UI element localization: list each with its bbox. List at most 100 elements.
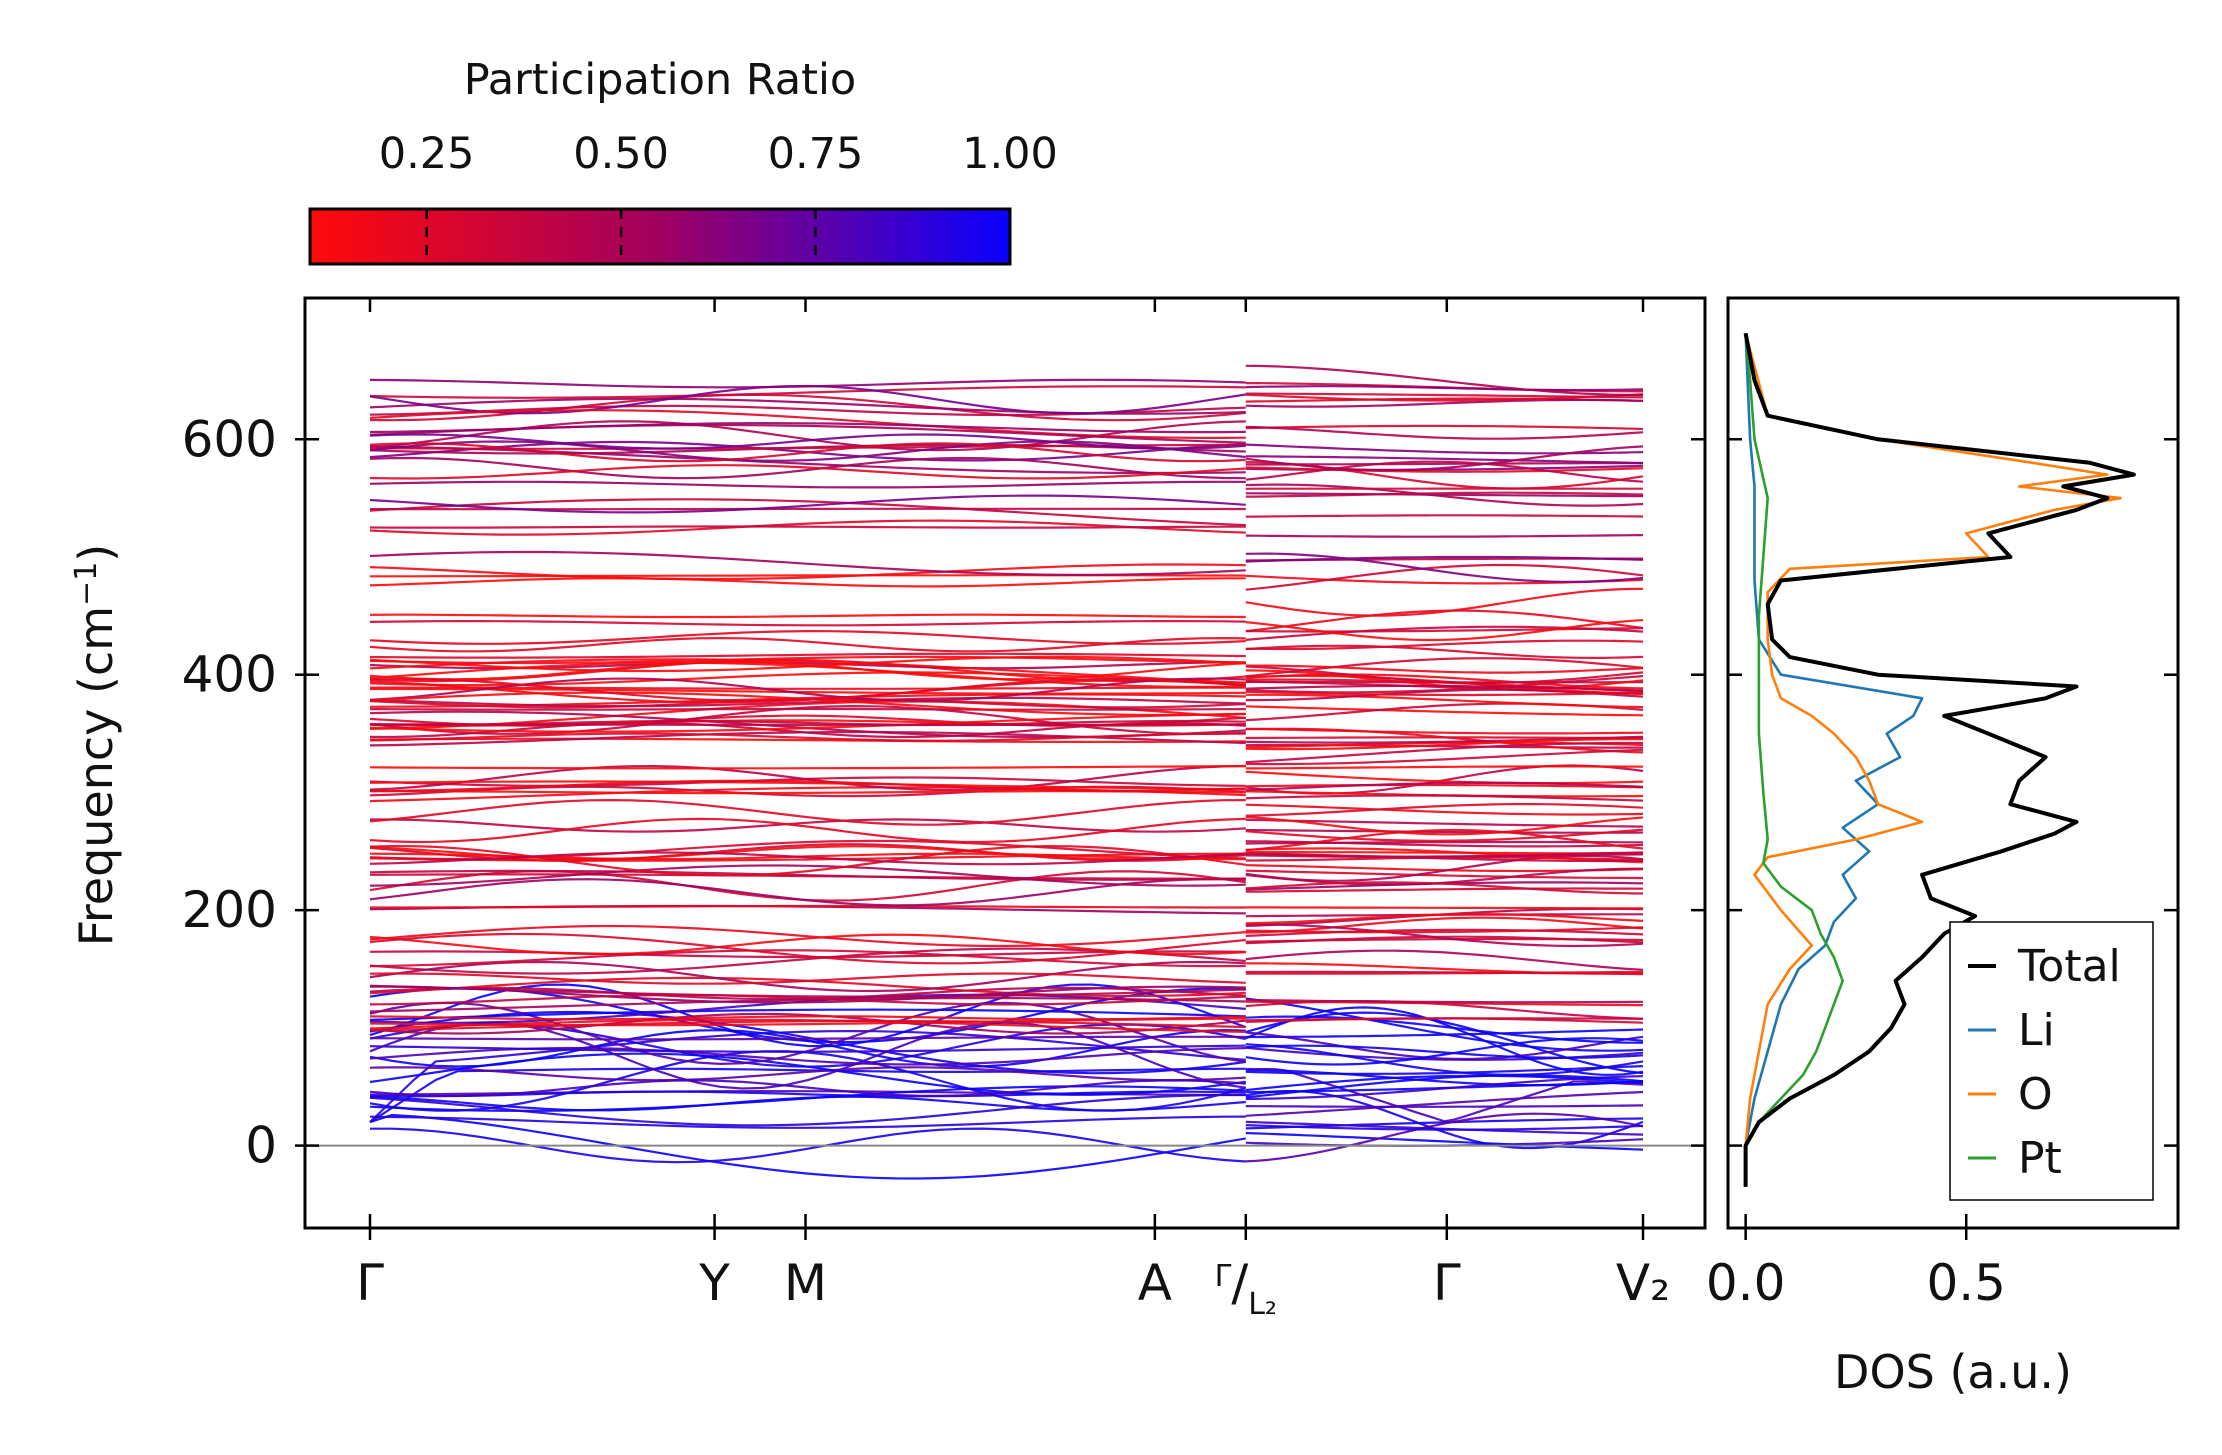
phonon-band-line bbox=[1245, 1000, 1643, 1007]
phonon-band-line bbox=[369, 1008, 1246, 1021]
phonon-band-line bbox=[1245, 385, 1644, 392]
phonon-band-line bbox=[1245, 619, 1644, 642]
colorbar: Participation Ratio 0.25 0.50 0.75 1.00 bbox=[308, 55, 1058, 266]
phonon-band-line bbox=[1245, 926, 1644, 934]
phonon-band-line bbox=[1245, 1017, 1644, 1024]
phonon-band-line bbox=[1245, 1069, 1644, 1087]
phonon-band-line bbox=[1245, 425, 1644, 440]
phonon-band-line bbox=[1245, 424, 1644, 431]
dos-legend-box bbox=[1949, 921, 2154, 1201]
phonon-band-line bbox=[370, 723, 1246, 727]
phonon-band-line bbox=[1245, 916, 1644, 934]
phonon-band-line bbox=[369, 932, 1246, 965]
frequency-tick-label: 0 bbox=[245, 1117, 277, 1175]
phonon-band-line bbox=[1245, 455, 1644, 465]
colorbar-tick-label: 0.75 bbox=[768, 129, 864, 179]
phonon-band-line bbox=[1245, 887, 1644, 893]
phonon-band-line bbox=[369, 660, 1246, 681]
phonon-band-line bbox=[1245, 1090, 1644, 1117]
phonon-band-line bbox=[369, 1010, 1246, 1075]
dos-line-o bbox=[1744, 332, 2122, 1187]
phonon-band-line bbox=[369, 864, 1246, 887]
phonon-band-line bbox=[369, 655, 1246, 673]
colorbar-tick-label: 1.00 bbox=[962, 129, 1058, 179]
phonon-band-line bbox=[369, 704, 1246, 736]
phonon-band-line bbox=[369, 445, 1246, 475]
phonon-band-line bbox=[369, 1113, 1246, 1180]
phonon-band-line bbox=[1245, 705, 1644, 717]
phonon-band-line bbox=[1245, 1043, 1644, 1076]
phonon-band-line bbox=[369, 949, 1246, 968]
phonon-band-line bbox=[1245, 664, 1644, 674]
phonon-band-line bbox=[369, 613, 1246, 619]
phonon-band-line bbox=[1245, 738, 1643, 751]
phonon-band-line bbox=[1245, 534, 1644, 538]
phonon-band-line bbox=[369, 997, 1246, 1013]
phonon-band-line bbox=[369, 933, 1246, 956]
phonon-band-line bbox=[1245, 364, 1643, 397]
phonon-band-line bbox=[369, 563, 1246, 581]
phonon-band-line bbox=[369, 421, 1246, 434]
phonon-band-line bbox=[1245, 1075, 1644, 1101]
dos-lines bbox=[1743, 332, 2136, 1187]
phonon-band-line bbox=[1245, 928, 1644, 937]
frequency-tick-label: 200 bbox=[182, 881, 277, 939]
phonon-band-line bbox=[1245, 552, 1644, 583]
phonon-band-line bbox=[370, 779, 1246, 792]
phonon-band-line bbox=[369, 442, 1246, 463]
phonon-band-line bbox=[369, 1115, 1246, 1129]
legend-label-pt: Pt bbox=[2018, 1133, 2062, 1184]
phonon-band-line bbox=[1245, 491, 1644, 498]
phonon-band-line bbox=[369, 629, 1246, 645]
dos-panel: 0.0 0.5 DOS (a.u.) Total Li O Pt bbox=[1706, 296, 2180, 1399]
dos-x-tick-label: 0.5 bbox=[1926, 1254, 2006, 1312]
phonon-band-line bbox=[1245, 794, 1644, 802]
phonon-band-line bbox=[1245, 935, 1644, 945]
phonon-band-line bbox=[1245, 492, 1644, 498]
dos-x-tick-label: 0.0 bbox=[1706, 1254, 1786, 1312]
phonon-band-line bbox=[369, 1090, 1246, 1098]
kpath-axis-ticks: Γ Y M A Γ/L₂ Γ V₂ bbox=[356, 298, 1670, 1322]
phonon-band-line bbox=[1245, 869, 1643, 880]
phonon-band-line bbox=[1245, 665, 1644, 684]
phonon-band-line bbox=[369, 878, 1246, 907]
phonon-band-line bbox=[369, 1012, 1246, 1035]
phonon-band-line bbox=[369, 1044, 1246, 1053]
dos-legend: Total Li O Pt bbox=[1949, 921, 2154, 1201]
phonon-band-line bbox=[1245, 1074, 1644, 1099]
phonon-band-line bbox=[369, 433, 1246, 450]
band-axes-frame bbox=[303, 296, 1707, 1230]
phonon-band-line bbox=[1245, 741, 1643, 764]
phonon-band-line bbox=[369, 1029, 1246, 1123]
phonon-band-line bbox=[369, 1052, 1246, 1096]
legend-label-o: O bbox=[2018, 1069, 2053, 1120]
phonon-band-line bbox=[1245, 970, 1644, 975]
phonon-band-line bbox=[369, 677, 1246, 702]
colorbar-gradient bbox=[308, 207, 1012, 266]
phonon-band-line bbox=[1245, 693, 1644, 709]
phonon-band-line bbox=[369, 550, 1246, 576]
phonon-band-line bbox=[369, 851, 1246, 866]
phonon-band-line bbox=[1245, 781, 1644, 792]
phonon-band-line bbox=[1245, 815, 1644, 836]
phonon-band-line bbox=[369, 712, 1246, 733]
phonon-band-line bbox=[1245, 997, 1644, 1052]
phonon-band-line bbox=[1245, 765, 1644, 770]
phonon-band-line bbox=[1245, 1015, 1644, 1044]
frequency-tick-label: 600 bbox=[182, 410, 277, 468]
phonon-band-line bbox=[369, 1035, 1246, 1041]
phonon-band-line bbox=[1245, 828, 1644, 852]
phonon-band-line bbox=[369, 869, 1246, 881]
phonon-band-line bbox=[1245, 852, 1643, 863]
kpath-label: M bbox=[784, 1254, 827, 1312]
phonon-band-line bbox=[1245, 688, 1644, 702]
phonon-band-line bbox=[369, 1079, 1246, 1098]
phonon-band-line bbox=[1245, 818, 1644, 828]
phonon-band-line bbox=[369, 985, 1246, 1004]
phonon-band-line bbox=[369, 924, 1246, 948]
dos-line-li bbox=[1744, 333, 1924, 1187]
phonon-band-line bbox=[369, 696, 1246, 708]
phonon-band-line bbox=[370, 1127, 1246, 1164]
phonon-band-line bbox=[1245, 460, 1644, 483]
phonon-band-line bbox=[369, 737, 1246, 743]
